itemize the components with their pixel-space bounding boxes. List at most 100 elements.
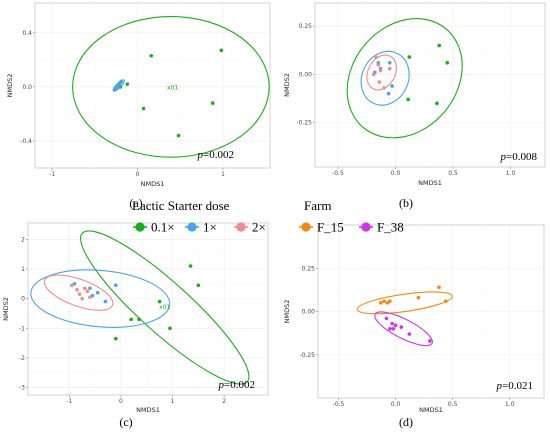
p-value-number: =0.002 — [203, 149, 234, 161]
point-F_15 — [444, 299, 448, 303]
legend-label: F_38 — [377, 220, 404, 235]
legend-key-dot — [135, 222, 145, 232]
point-0.1× — [210, 101, 215, 105]
point-F_15 — [382, 299, 387, 303]
legend-label: 1× — [203, 220, 217, 235]
x-tick-label: 0.0 — [391, 401, 401, 408]
point-0.1× — [407, 55, 412, 59]
point-2× — [77, 292, 82, 296]
point-F_38 — [399, 325, 404, 329]
x-tick-label: 1.0 — [506, 170, 516, 177]
plot-content: x01 — [30, 230, 250, 385]
plot-area — [34, 2, 271, 169]
p-value: p=0.002 — [197, 149, 234, 161]
legend: Lactic Starter dose Farm 0.1× 1× 2× F_15 F_38 — [132, 198, 404, 235]
point-0.1× — [437, 43, 442, 48]
point-0.1× — [196, 283, 201, 288]
y-axis-title: NMDS2 — [283, 73, 291, 97]
point-1× — [116, 83, 120, 88]
point-F_15 — [388, 299, 392, 303]
chart-panel-4: -0.5 0.0 0.5 1.0 -0.25 0.00 0.25 NMDS1 NMDS2 p=0.… — [283, 224, 545, 429]
y-tick-label: 0.00 — [302, 309, 316, 316]
ellipse-2× — [366, 54, 397, 91]
ellipse-1× — [360, 50, 410, 106]
point-0.1× — [435, 101, 439, 106]
y-tick-label: -0.25 — [299, 352, 315, 359]
panel-label: (a) — [129, 196, 142, 210]
point-F_15 — [416, 295, 421, 300]
point-2× — [387, 66, 392, 71]
ellipse-0.1× — [80, 230, 250, 385]
y-tick-label: -3 — [19, 385, 25, 392]
point-0.1× — [445, 61, 450, 65]
point-0.1× — [219, 48, 224, 53]
ellipse-2× — [43, 274, 114, 311]
ellipse-0.1× — [72, 15, 270, 158]
p-value-symbol: p — [218, 379, 225, 391]
y-tick-label: -2 — [19, 355, 25, 362]
x-tick-label: 0.5 — [448, 401, 458, 408]
p-value-number: =0.021 — [502, 380, 533, 392]
x-tick-label: 2 — [222, 398, 226, 405]
p-value-number: =0.008 — [506, 151, 537, 163]
point-2× — [75, 287, 79, 292]
legend-key-dot — [187, 222, 197, 232]
plot-area — [314, 2, 546, 168]
x-tick-label: -0.5 — [333, 401, 345, 408]
legend-label: F_15 — [317, 220, 344, 235]
panel-label: (d) — [399, 415, 413, 429]
x-tick-label: -1 — [49, 171, 55, 178]
point-2× — [85, 289, 90, 294]
point-annotation: x01 — [167, 85, 178, 92]
point-2× — [88, 295, 92, 299]
ellipse-F_15 — [356, 291, 453, 315]
point-1× — [113, 283, 118, 288]
point-0.1× — [168, 326, 172, 331]
plot-area — [27, 222, 269, 396]
legend-label: 2× — [252, 220, 266, 235]
y-tick-label: -0.25 — [296, 120, 312, 127]
point-2× — [376, 62, 381, 67]
chart-panel-2: -0.5 0.0 0.5 1.0 -0.25 0.00 0.25 NMDS1 NMDS2 p=0.… — [283, 2, 546, 210]
point-0.1× — [157, 299, 162, 304]
p-value-symbol: p — [500, 151, 507, 163]
point-0.1× — [125, 82, 130, 86]
y-axis-title: NMDS2 — [283, 300, 291, 324]
x-tick-label: 0.5 — [448, 170, 458, 177]
plot-content — [356, 285, 453, 347]
y-tick-label: -1 — [19, 325, 25, 332]
x-axis-title: NMDS1 — [419, 406, 443, 414]
panel-label: (b) — [399, 196, 413, 210]
y-axis-title: NMDS2 — [2, 297, 10, 321]
legend-key-dot — [301, 222, 311, 232]
y-tick-label: 2 — [21, 236, 25, 243]
point-0.1× — [406, 97, 410, 102]
x-axis-title: NMDS1 — [418, 179, 442, 187]
plot-content: x01 — [72, 15, 270, 158]
point-1× — [95, 290, 100, 295]
point-2× — [374, 55, 378, 59]
ellipse-1× — [30, 269, 171, 328]
ellipse-0.1× — [346, 18, 463, 139]
point-0.1× — [188, 264, 193, 268]
point-0.1× — [129, 317, 134, 322]
y-tick-label: 0.00 — [299, 71, 313, 78]
point-1× — [386, 91, 391, 96]
point-0.1× — [176, 133, 181, 138]
point-0.1× — [141, 106, 146, 111]
point-F_38 — [390, 321, 394, 326]
p-value: p=0.008 — [500, 151, 538, 163]
p-value-symbol: p — [496, 380, 503, 392]
panel-label: (c) — [119, 415, 132, 429]
y-tick-label: 0.25 — [299, 23, 313, 30]
y-axis-title: NMDS2 — [6, 74, 14, 98]
point-F_38 — [428, 339, 432, 343]
point-F_38 — [388, 327, 392, 331]
y-tick-label: 0 — [21, 296, 25, 303]
chart-panel-1: -1 0 1 -0.4 0.0 0.4 NMDS1 NMDS2 x01 p=0.002 (a) — [6, 2, 271, 210]
point-0.1× — [113, 336, 118, 341]
p-value-symbol: p — [197, 149, 204, 161]
y-tick-label: 0.4 — [22, 30, 32, 37]
legend-key-dot — [361, 222, 371, 232]
point-1× — [387, 61, 392, 65]
